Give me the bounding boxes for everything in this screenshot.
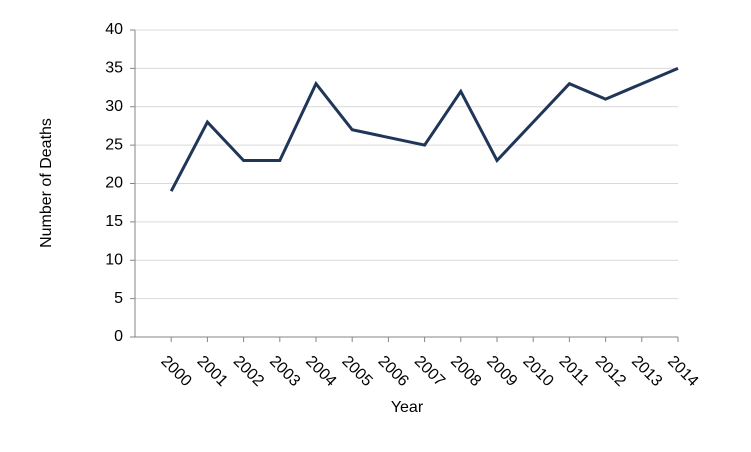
- y-tick-label: 40: [105, 21, 123, 38]
- x-tick-label: 2001: [194, 353, 231, 390]
- x-tick-label: 2003: [266, 353, 303, 390]
- x-tick-label: 2011: [556, 353, 592, 389]
- y-tick-label: 0: [114, 328, 123, 345]
- x-tick-label: 2010: [519, 353, 556, 390]
- x-tick-label: 2007: [411, 353, 448, 390]
- data-line: [169, 66, 679, 192]
- x-tick-label: 2009: [483, 353, 520, 390]
- x-tick-label: 2014: [664, 353, 701, 390]
- x-tick-label: 2005: [338, 353, 375, 390]
- y-axis-label: Number of Deaths: [38, 118, 55, 248]
- y-tick-label: 20: [105, 175, 123, 192]
- y-tick-label: 15: [105, 213, 123, 230]
- x-axis-label: Year: [391, 399, 424, 416]
- y-tick-label: 30: [105, 98, 123, 115]
- x-tick-label: 2012: [592, 353, 629, 390]
- y-tick-label: 25: [105, 136, 123, 153]
- x-tick-label: 2006: [375, 353, 412, 390]
- x-tick-label: 2013: [628, 353, 665, 390]
- x-tick-label: 2000: [157, 353, 194, 390]
- x-tick-label: 2004: [302, 353, 339, 390]
- y-tick-label: 10: [105, 251, 123, 268]
- y-tick-label: 5: [114, 290, 123, 307]
- x-tick-label: 2002: [230, 353, 267, 390]
- x-tick-label: 2008: [447, 353, 484, 390]
- y-tick-label: 35: [105, 60, 123, 77]
